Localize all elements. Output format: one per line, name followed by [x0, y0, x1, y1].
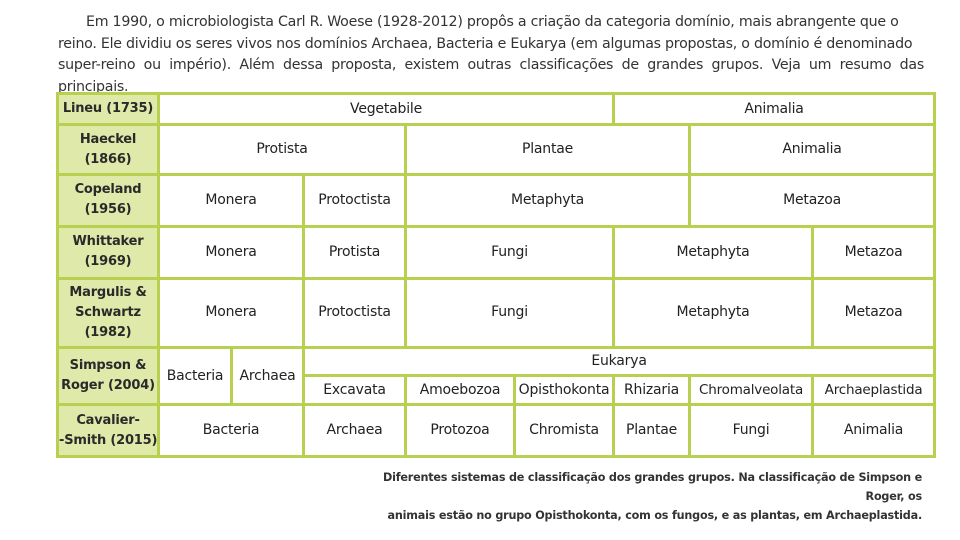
row-copeland: Copeland (1956) Monera Protoctista Metap… [59, 176, 934, 225]
author-name: Simpson & [69, 358, 147, 374]
author-name: Haeckel [79, 131, 137, 147]
author-copeland: Copeland (1956) [59, 176, 157, 225]
row-cavalier-smith: Cavalier- -Smith (2015) Bacteria Archaea… [59, 406, 934, 455]
author-name-year: -Smith (2015) [59, 432, 157, 448]
cell-plantae: Plantae [615, 406, 689, 455]
cell-rhizaria: Rhizaria [615, 376, 689, 404]
author-whittaker: Whittaker (1969) [59, 227, 157, 277]
cell-bacteria: Bacteria [160, 349, 230, 404]
intro-line-2: reino. Ele dividiu os seres vivos nos do… [58, 35, 913, 52]
cell-fungi: Fungi [407, 227, 613, 277]
cell-protozoa: Protozoa [407, 406, 513, 455]
author-name: Cavalier- [76, 412, 140, 428]
cell-archaea: Archaea [305, 406, 404, 455]
caption-line-2: animais estão no grupo Opisthokonta, com… [387, 509, 923, 522]
cell-monera: Monera [160, 176, 302, 225]
author-name: Copeland [74, 182, 142, 198]
author-cavalier-smith: Cavalier- -Smith (2015) [59, 406, 157, 455]
cell-animalia: Animalia [691, 126, 934, 174]
intro-line-3: super-reino ou império). Além dessa prop… [58, 57, 924, 95]
cell-protista: Protista [160, 126, 404, 174]
row-whittaker: Whittaker (1969) Monera Protista Fungi M… [59, 227, 934, 277]
intro-line-1: Em 1990, o microbiologista Carl R. Woese… [86, 14, 899, 30]
cell-protoctista: Protoctista [305, 176, 404, 225]
author-name-year: Roger (2004) [61, 378, 155, 394]
cell-eukarya: Eukarya [305, 349, 934, 374]
author-year: (1969) [84, 254, 132, 270]
author-year: (1982) [84, 324, 132, 340]
cell-metaphyta: Metaphyta [615, 279, 812, 347]
cell-chromista: Chromista [516, 406, 613, 455]
cell-vegetabile: Vegetabile [160, 95, 613, 124]
row-simpson-sub: Excavata Amoebozoa Opisthokonta Rhizaria… [59, 376, 934, 404]
author-name-2: Schwartz [75, 304, 141, 320]
cell-fungi: Fungi [691, 406, 812, 455]
table-caption: Diferentes sistemas de classificação dos… [372, 468, 922, 525]
cell-metazoa: Metazoa [814, 279, 934, 347]
cell-metazoa: Metazoa [814, 227, 934, 277]
cell-opisthokonta: Opisthokonta [516, 376, 613, 404]
row-simpson-top: Simpson & Roger (2004) Bacteria Archaea … [59, 349, 934, 404]
cell-archaeplastida: Archaeplastida [814, 376, 934, 404]
cell-bacteria: Bacteria [160, 406, 302, 455]
cell-amoebozoa: Amoebozoa [407, 376, 513, 404]
cell-metaphyta: Metaphyta [615, 227, 812, 277]
caption-line-1: Diferentes sistemas de classificação dos… [383, 471, 922, 503]
author-margulis-schwartz: Margulis & Schwartz (1982) [59, 279, 157, 347]
cell-protoctista: Protoctista [305, 279, 404, 347]
row-linneu: Lineu (1735) Vegetabile Animalia [59, 95, 934, 124]
cell-monera: Monera [160, 279, 302, 347]
author-name: Margulis & [69, 284, 147, 300]
author-name: Whittaker [72, 234, 144, 250]
row-haeckel: Haeckel (1866) Protista Plantae Animalia [59, 126, 934, 174]
cell-metaphyta: Metaphyta [407, 176, 689, 225]
cell-excavata: Excavata [305, 376, 404, 404]
author-year: (1956) [84, 202, 132, 218]
row-margulis: Margulis & Schwartz (1982) Monera Protoc… [59, 279, 934, 347]
cell-animalia: Animalia [814, 406, 934, 455]
cell-protista: Protista [305, 227, 404, 277]
intro-paragraph: Em 1990, o microbiologista Carl R. Woese… [58, 12, 924, 98]
cell-chromalveolata: Chromalveolata [691, 376, 812, 404]
cell-monera: Monera [160, 227, 302, 277]
author-year: (1866) [84, 151, 132, 167]
classification-table: Lineu (1735) Vegetabile Animalia Haeckel… [56, 92, 937, 458]
cell-metazoa: Metazoa [691, 176, 934, 225]
author-simpson-roger: Simpson & Roger (2004) [59, 349, 157, 404]
cell-animalia: Animalia [615, 95, 934, 124]
author-haeckel: Haeckel (1866) [59, 126, 157, 174]
author-linneu: Lineu (1735) [59, 95, 157, 124]
cell-plantae: Plantae [407, 126, 689, 174]
cell-fungi: Fungi [407, 279, 613, 347]
cell-archaea: Archaea [233, 349, 302, 404]
